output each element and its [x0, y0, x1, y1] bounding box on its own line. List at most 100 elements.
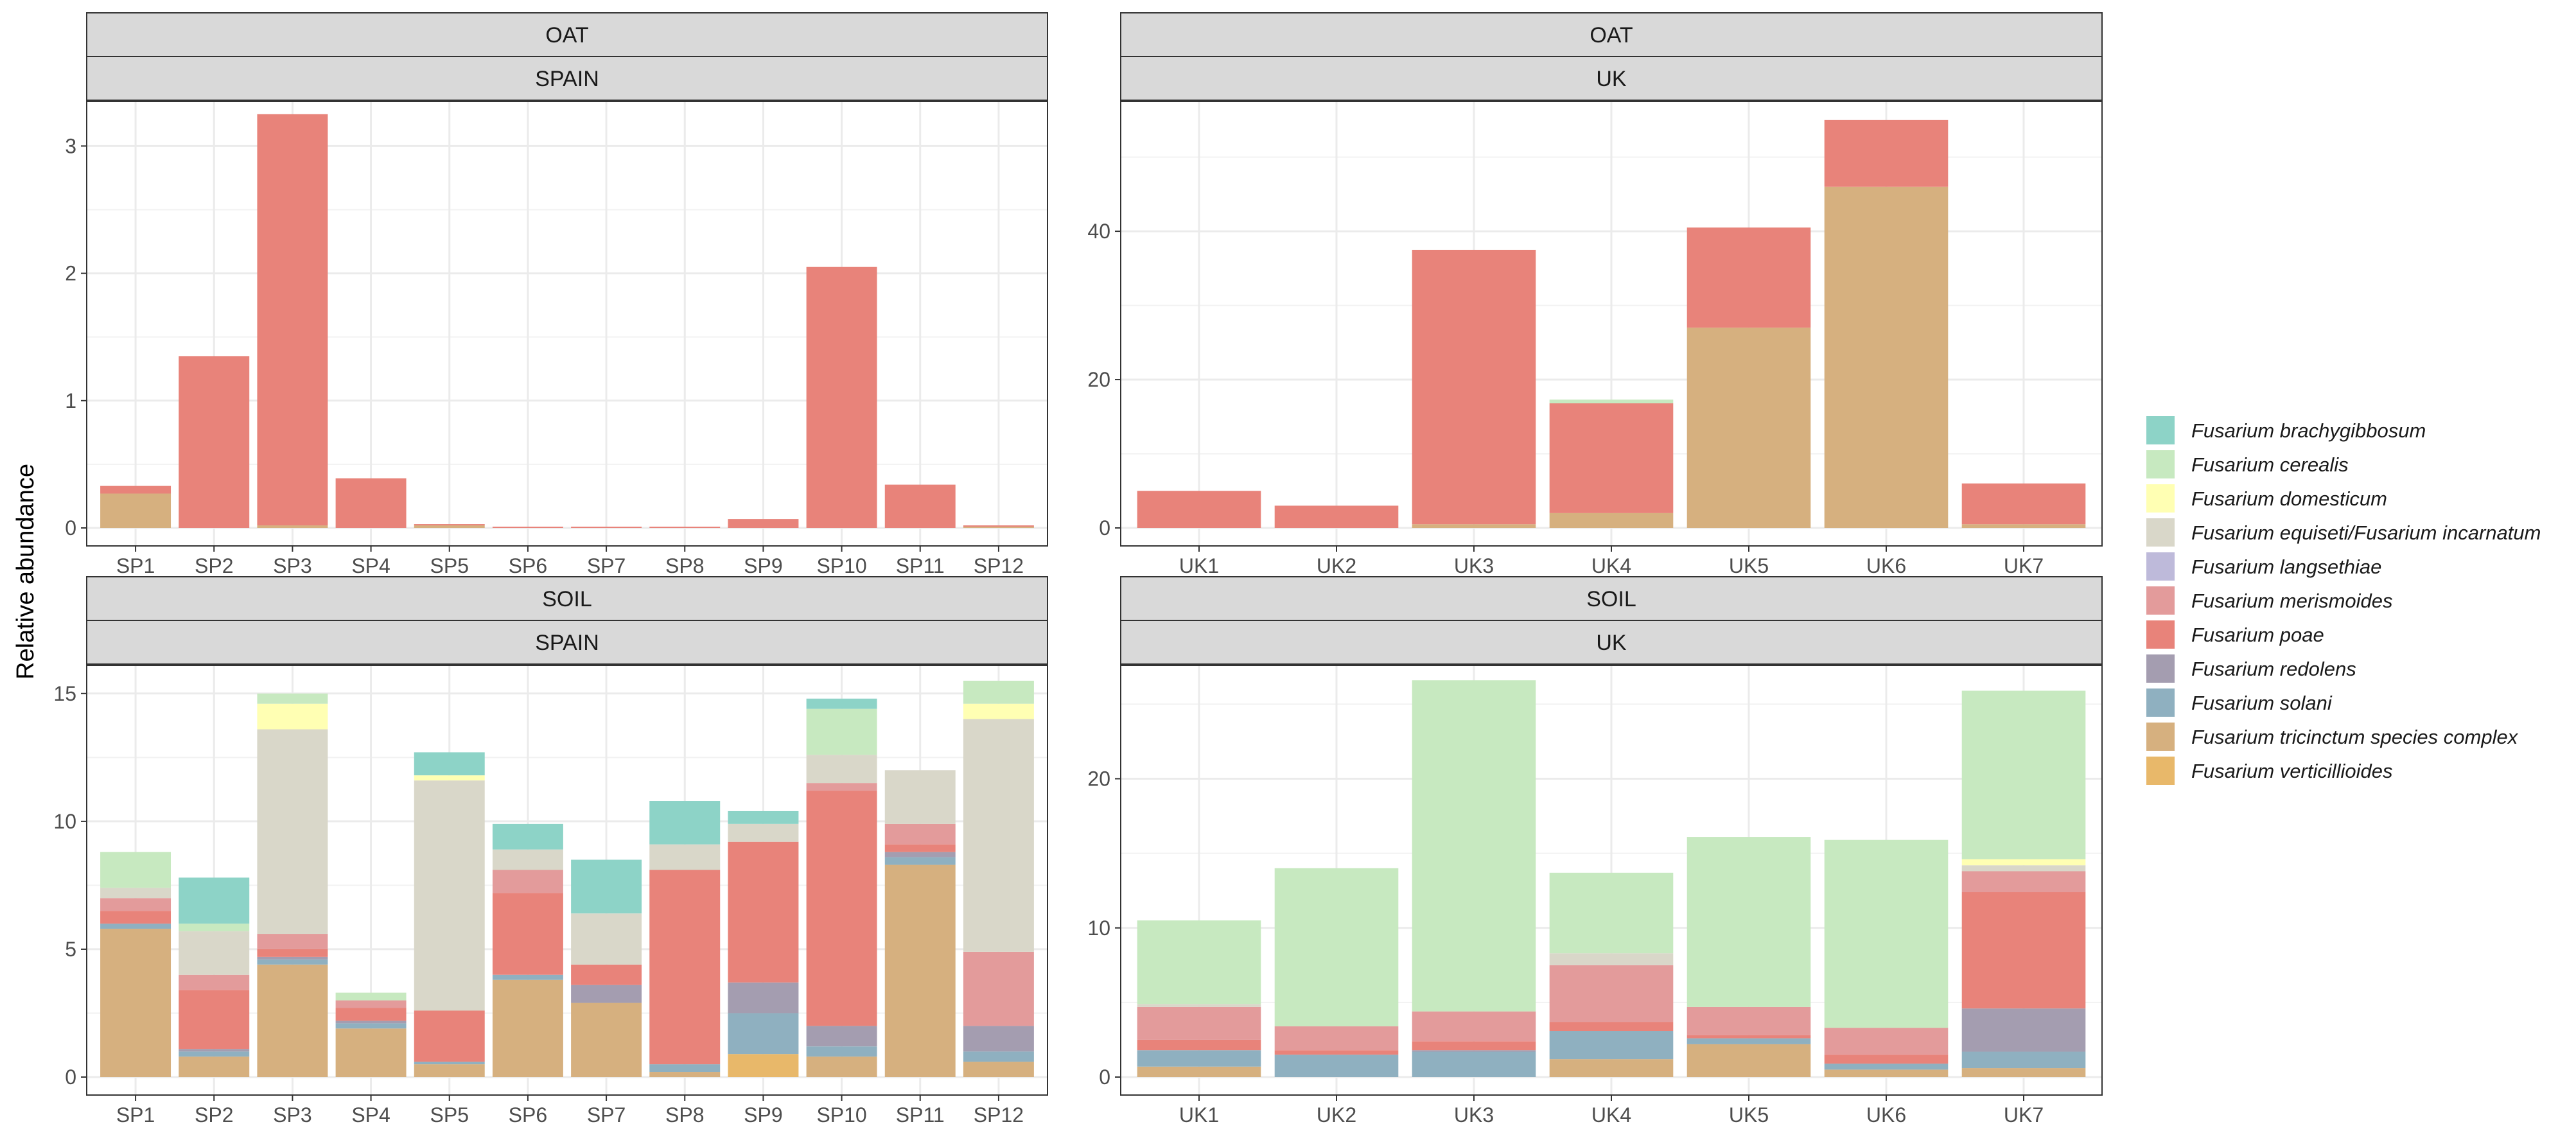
facet-strip-bottom	[86, 56, 1048, 101]
y-tick-label: 0	[65, 1065, 76, 1089]
bar-segment-sp6-poae	[492, 893, 563, 975]
legend-item-brachygibbosum: Fusarium brachygibbosum	[2146, 416, 2426, 444]
y-tick-label: 0	[1099, 1065, 1110, 1089]
y-tick-label: 40	[1087, 220, 1110, 243]
bar-segment-uk1-solani	[1137, 1050, 1261, 1067]
legend-item-tricinctum-species-complex: Fusarium tricinctum species complex	[2146, 723, 2519, 751]
y-tick-label: 10	[1087, 916, 1110, 940]
legend-label: Fusarium merismoides	[2191, 590, 2393, 612]
bar-segment-uk5-cerealis	[1687, 837, 1811, 1007]
bar-segment-sp4-tricinctum-species-complex	[335, 1028, 407, 1077]
facet-label-bottom: UK	[1596, 631, 1627, 655]
bars	[100, 114, 1034, 528]
bar-segment-sp1-poae	[100, 911, 171, 924]
bar-segment-uk5-tricinctum-species-complex	[1687, 328, 1811, 528]
x-tick-label-sp5: SP5	[430, 1103, 469, 1127]
bar-segment-sp4-redolens	[335, 1021, 407, 1024]
x-tick-label-sp10: SP10	[816, 554, 866, 577]
legend-key	[2146, 484, 2175, 513]
y-tick-label: 0	[65, 516, 76, 539]
bar-segment-sp9-brachygibbosum	[728, 811, 799, 824]
bar-segment-uk3-redolens	[1412, 1050, 1536, 1052]
bar-segment-sp6-tricinctum-species-complex	[492, 979, 563, 1077]
bar-segment-uk5-merismoides	[1687, 1006, 1811, 1035]
facet-label-bottom: SPAIN	[535, 67, 599, 91]
bar-segment-sp7-equiseti-fusarium-incarnatum	[571, 913, 642, 965]
bar-segment-sp8-solani	[649, 1064, 721, 1073]
x-tick-label-sp2: SP2	[195, 1103, 233, 1127]
bar-segment-uk6-cerealis	[1824, 839, 1949, 1028]
legend-item-langsethiae: Fusarium langsethiae	[2146, 552, 2381, 581]
bar-segment-uk7-cerealis	[1961, 690, 2086, 859]
x-tick-label-sp12: SP12	[974, 1103, 1024, 1127]
bar-segment-sp7-brachygibbosum	[571, 859, 642, 914]
bar-segment-sp9-poae	[728, 841, 799, 983]
x-tick-label-sp1: SP1	[116, 554, 155, 577]
legend-label: Fusarium domesticum	[2191, 487, 2387, 510]
facet-label-top: SOIL	[1586, 587, 1636, 611]
x-tick-label-sp9: SP9	[744, 554, 782, 577]
legend-label: Fusarium equiseti/Fusarium incarnatum	[2191, 522, 2541, 544]
facet-label-bottom: SPAIN	[535, 631, 599, 655]
bar-segment-sp11-poae	[884, 844, 956, 852]
y-axis: 0 10 20	[1087, 767, 1121, 1089]
bar-segment-sp10-redolens	[806, 1026, 877, 1047]
legend-key	[2146, 586, 2175, 615]
bar-segment-uk5-tricinctum-species-complex	[1687, 1044, 1811, 1077]
facet-label-bottom: UK	[1596, 67, 1627, 91]
legend-item-domesticum: Fusarium domesticum	[2146, 484, 2387, 513]
facet-label-top: SOIL	[542, 587, 591, 611]
bar-segment-sp2-tricinctum-species-complex	[179, 1057, 250, 1077]
x-tick-label-sp10: SP10	[816, 1103, 866, 1127]
bar-segment-uk3-tricinctum-species-complex	[1412, 524, 1536, 528]
bar-segment-sp9-redolens	[728, 982, 799, 1013]
x-axis: UK1 UK2 UK3 UK4 UK5 UK6 UK7	[1179, 546, 2044, 577]
bar-segment-sp11-equiseti-fusarium-incarnatum	[884, 770, 956, 824]
x-tick-label-uk3: UK3	[1454, 1103, 1494, 1127]
bar-segment-sp1-cerealis	[100, 852, 171, 888]
legend-label: Fusarium poae	[2191, 624, 2324, 646]
bar-segment-uk3-poae	[1412, 1041, 1536, 1051]
bar-segment-uk3-solani	[1412, 1051, 1536, 1077]
x-tick-label-uk4: UK4	[1591, 554, 1631, 577]
panel-border	[86, 665, 1048, 1096]
bar-segment-sp2-solani	[179, 1051, 250, 1057]
bar-segment-sp10-solani	[806, 1046, 877, 1057]
bar-segment-sp10-poae	[806, 267, 877, 528]
bar-segment-sp3-equiseti-fusarium-incarnatum	[257, 729, 328, 934]
x-tick-label-uk2: UK2	[1317, 1103, 1356, 1127]
gridlines	[87, 101, 1047, 546]
bar-segment-uk6-tricinctum-species-complex	[1824, 186, 1949, 528]
legend-item-verticillioides: Fusarium verticillioides	[2146, 757, 2393, 785]
legend-key	[2146, 723, 2175, 751]
bar-segment-sp7-tricinctum-species-complex	[571, 1003, 642, 1077]
legend-key	[2146, 654, 2175, 683]
x-tick-label-uk4: UK4	[1591, 1103, 1631, 1127]
bar-segment-sp8-tricinctum-species-complex	[649, 1072, 721, 1077]
bar-segment-sp3-tricinctum-species-complex	[257, 525, 328, 528]
bar-segment-sp10-brachygibbosum	[806, 698, 877, 709]
legend-label: Fusarium cerealis	[2191, 453, 2349, 476]
x-tick-label-sp4: SP4	[351, 554, 390, 577]
bar-segment-sp12-tricinctum-species-complex	[963, 527, 1034, 528]
bar-segment-sp12-domesticum	[963, 703, 1034, 719]
bar-segment-sp5-domesticum	[414, 775, 485, 781]
bar-segment-sp2-poae	[179, 990, 250, 1049]
bar-segment-uk7-redolens	[1961, 1008, 2086, 1052]
bar-segment-uk5-poae	[1687, 1035, 1811, 1039]
bar-segment-uk3-poae	[1412, 249, 1536, 525]
bar-segment-sp12-poae	[963, 525, 1034, 527]
bar-segment-sp11-poae	[884, 484, 956, 528]
bar-segment-sp1-solani	[100, 924, 171, 929]
y-tick-label: 1	[65, 389, 76, 412]
bar-segment-sp1-merismoides	[100, 898, 171, 911]
facet-strip-top	[1120, 576, 2103, 621]
bar-segment-sp6-brachygibbosum	[492, 823, 563, 850]
bar-segment-sp9-poae	[728, 519, 799, 528]
bar-segment-sp5-tricinctum-species-complex	[414, 525, 485, 528]
x-tick-label-sp3: SP3	[273, 554, 311, 577]
y-tick-label: 3	[65, 134, 76, 157]
x-tick-label-uk2: UK2	[1317, 554, 1356, 577]
